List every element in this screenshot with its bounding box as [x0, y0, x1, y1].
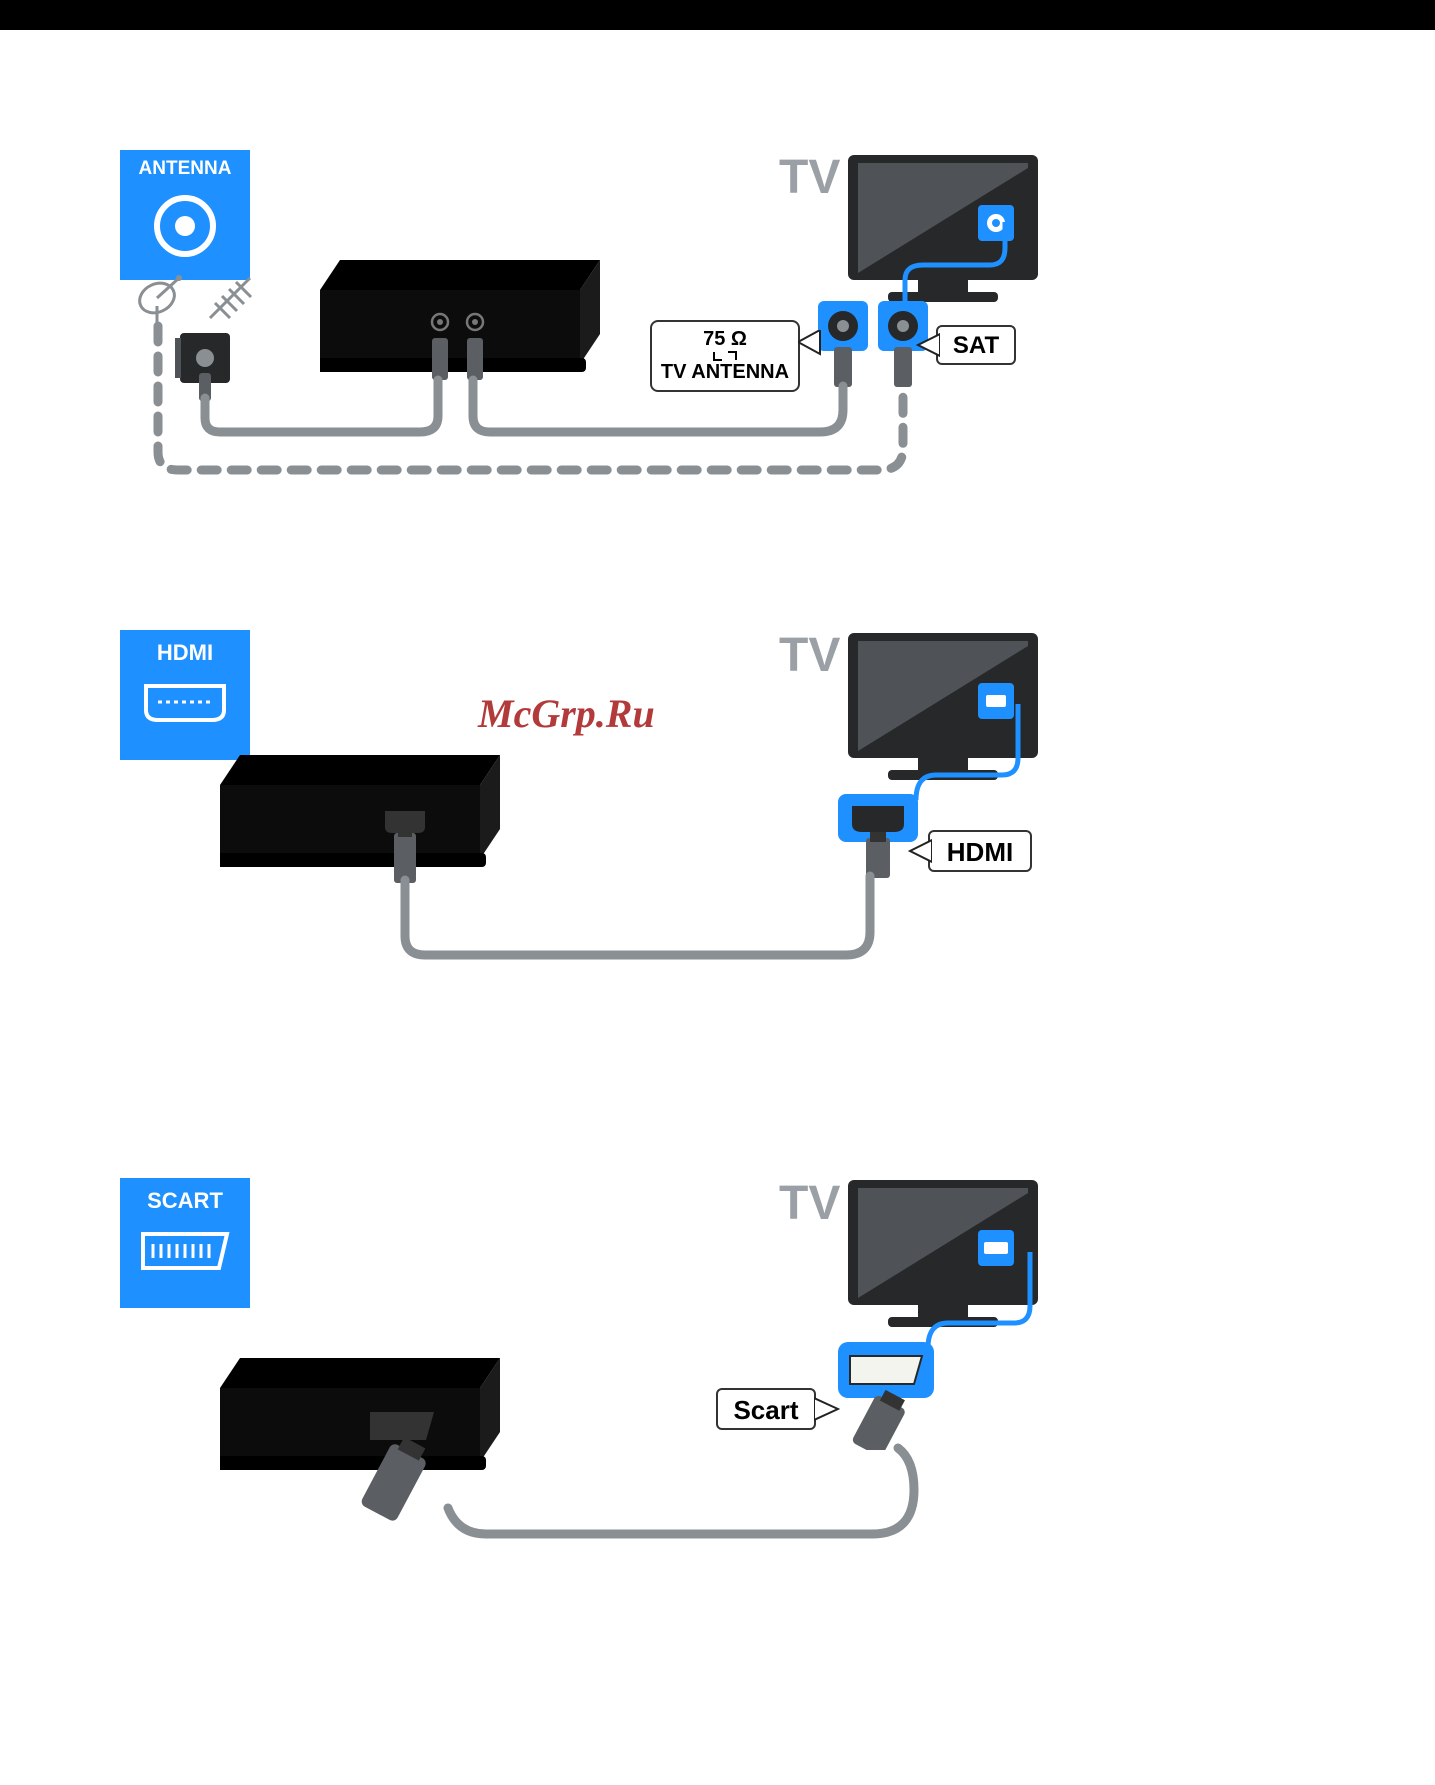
page: ANTENNA TV: [0, 0, 1435, 1785]
scart-cable: [0, 0, 1100, 1620]
